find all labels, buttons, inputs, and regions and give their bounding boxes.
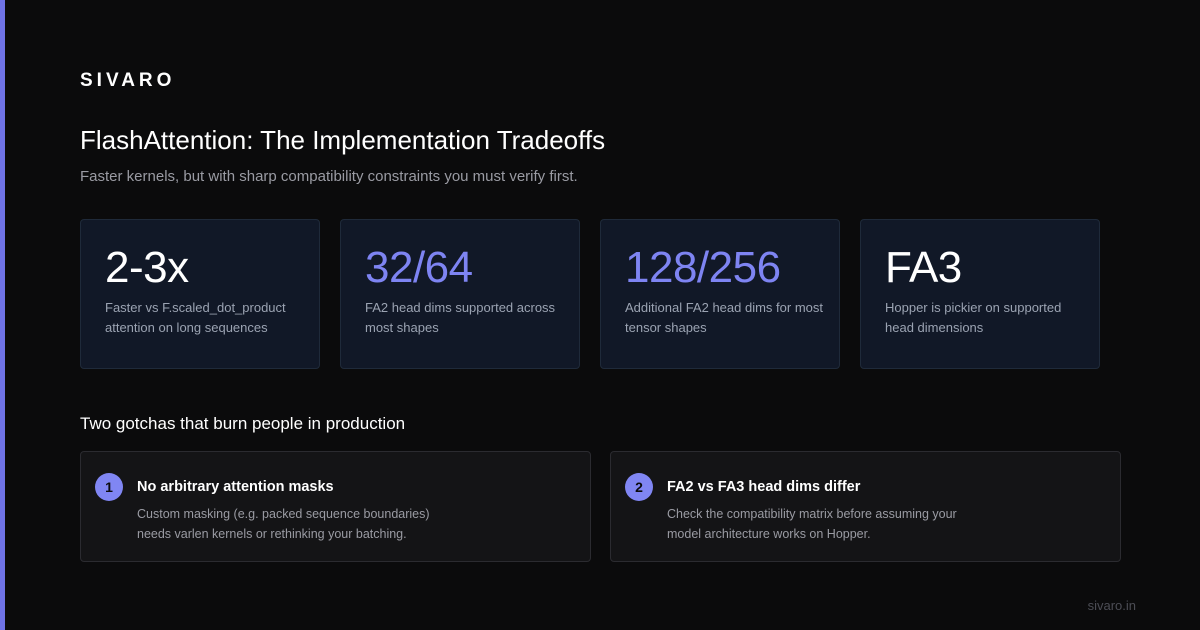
gotcha-number-badge: 1 [95, 473, 123, 501]
section-heading: Two gotchas that burn people in producti… [80, 414, 406, 433]
gotcha-title: No arbitrary attention masks [137, 479, 334, 495]
gotcha-card: 2 FA2 vs FA3 head dims differ Check the … [610, 451, 1121, 562]
gotcha-card: 1 No arbitrary attention masks Custom ma… [80, 451, 591, 562]
stat-description: Additional FA2 head dims for most tensor… [625, 300, 823, 335]
stat-value: 32/64 [365, 243, 473, 292]
gotcha-description: Custom masking (e.g. packed sequence bou… [137, 507, 430, 541]
stat-value: 128/256 [625, 243, 781, 292]
brand-logo: SIVARO [80, 70, 176, 91]
stat-value: 2-3x [105, 243, 189, 292]
stat-card: 128/256 Additional FA2 head dims for mos… [600, 219, 840, 369]
stat-description: Faster vs F.scaled_dot_product attention… [105, 300, 286, 335]
gotcha-number-badge: 2 [625, 473, 653, 501]
stat-card: 2-3x Faster vs F.scaled_dot_product atte… [80, 219, 320, 369]
stat-card: FA3 Hopper is pickier on supported head … [860, 219, 1100, 369]
gotcha-title: FA2 vs FA3 head dims differ [667, 479, 861, 495]
page-title: FlashAttention: The Implementation Trade… [80, 125, 606, 155]
stat-card: 32/64 FA2 head dims supported across mos… [340, 219, 580, 369]
stat-description: FA2 head dims supported across most shap… [365, 300, 556, 335]
stat-value: FA3 [885, 243, 962, 292]
accent-bar [0, 0, 5, 630]
gotcha-description: Check the compatibility matrix before as… [667, 507, 957, 541]
footer-domain: sivaro.in [1087, 598, 1136, 613]
stat-description: Hopper is pickier on supported head dime… [885, 300, 1062, 335]
page-subtitle: Faster kernels, but with sharp compatibi… [80, 168, 578, 185]
